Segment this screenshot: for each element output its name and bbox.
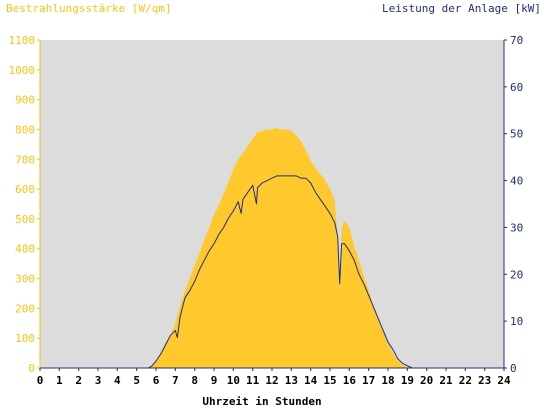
x-tick-label: 22 (459, 374, 472, 387)
left-tick-label: 0 (28, 362, 35, 375)
right-tick-label: 50 (510, 128, 523, 141)
x-tick-label: 1 (56, 374, 63, 387)
x-tick-label: 10 (227, 374, 240, 387)
x-tick-label: 2 (75, 374, 82, 387)
left-tick-label: 1100 (9, 34, 36, 47)
power-line (40, 175, 504, 369)
x-tick-label: 21 (439, 374, 453, 387)
x-tick-label: 20 (420, 374, 433, 387)
x-tick-label: 11 (246, 374, 260, 387)
left-tick-label: 200 (15, 302, 35, 315)
x-tick-label: 17 (362, 374, 375, 387)
x-tick-label: 6 (153, 374, 160, 387)
x-tick-label: 23 (478, 374, 491, 387)
x-tick-label: 19 (401, 374, 414, 387)
right-tick-label: 40 (510, 175, 523, 188)
right-tick-label: 20 (510, 268, 523, 281)
x-axis-title: Uhrzeit in Stunden (202, 395, 321, 408)
x-tick-label: 5 (133, 374, 140, 387)
x-tick-label: 14 (304, 374, 318, 387)
axes-layer: 0100200300400500600700800900100011000102… (9, 34, 524, 387)
left-tick-label: 600 (15, 183, 35, 196)
left-tick-label: 400 (15, 243, 35, 256)
x-tick-label: 12 (265, 374, 278, 387)
left-tick-label: 1000 (9, 64, 36, 77)
left-tick-label: 800 (15, 123, 35, 136)
right-tick-label: 10 (510, 315, 523, 328)
x-tick-label: 0 (37, 374, 44, 387)
right-tick-label: 30 (510, 221, 523, 234)
x-tick-label: 13 (285, 374, 298, 387)
x-tick-label: 4 (114, 374, 121, 387)
left-tick-label: 900 (15, 94, 35, 107)
x-tick-label: 8 (191, 374, 198, 387)
x-tick-label: 9 (211, 374, 218, 387)
left-tick-label: 100 (15, 332, 35, 345)
irradiance-area (40, 128, 504, 368)
right-axis-title: Leistung der Anlage [kW] (382, 2, 541, 15)
right-tick-label: 70 (510, 34, 523, 47)
right-tick-label: 0 (510, 362, 517, 375)
left-tick-label: 300 (15, 273, 35, 286)
x-tick-label: 16 (343, 374, 357, 387)
left-axis-title: Bestrahlungsstärke [W/qm] (6, 2, 172, 15)
left-tick-label: 700 (15, 153, 35, 166)
right-tick-label: 60 (510, 81, 523, 94)
x-tick-label: 18 (381, 374, 394, 387)
x-tick-label: 3 (95, 374, 102, 387)
series-layer (40, 128, 504, 369)
x-tick-label: 24 (497, 374, 511, 387)
left-tick-label: 500 (15, 213, 35, 226)
x-tick-label: 7 (172, 374, 179, 387)
x-tick-label: 15 (323, 374, 336, 387)
